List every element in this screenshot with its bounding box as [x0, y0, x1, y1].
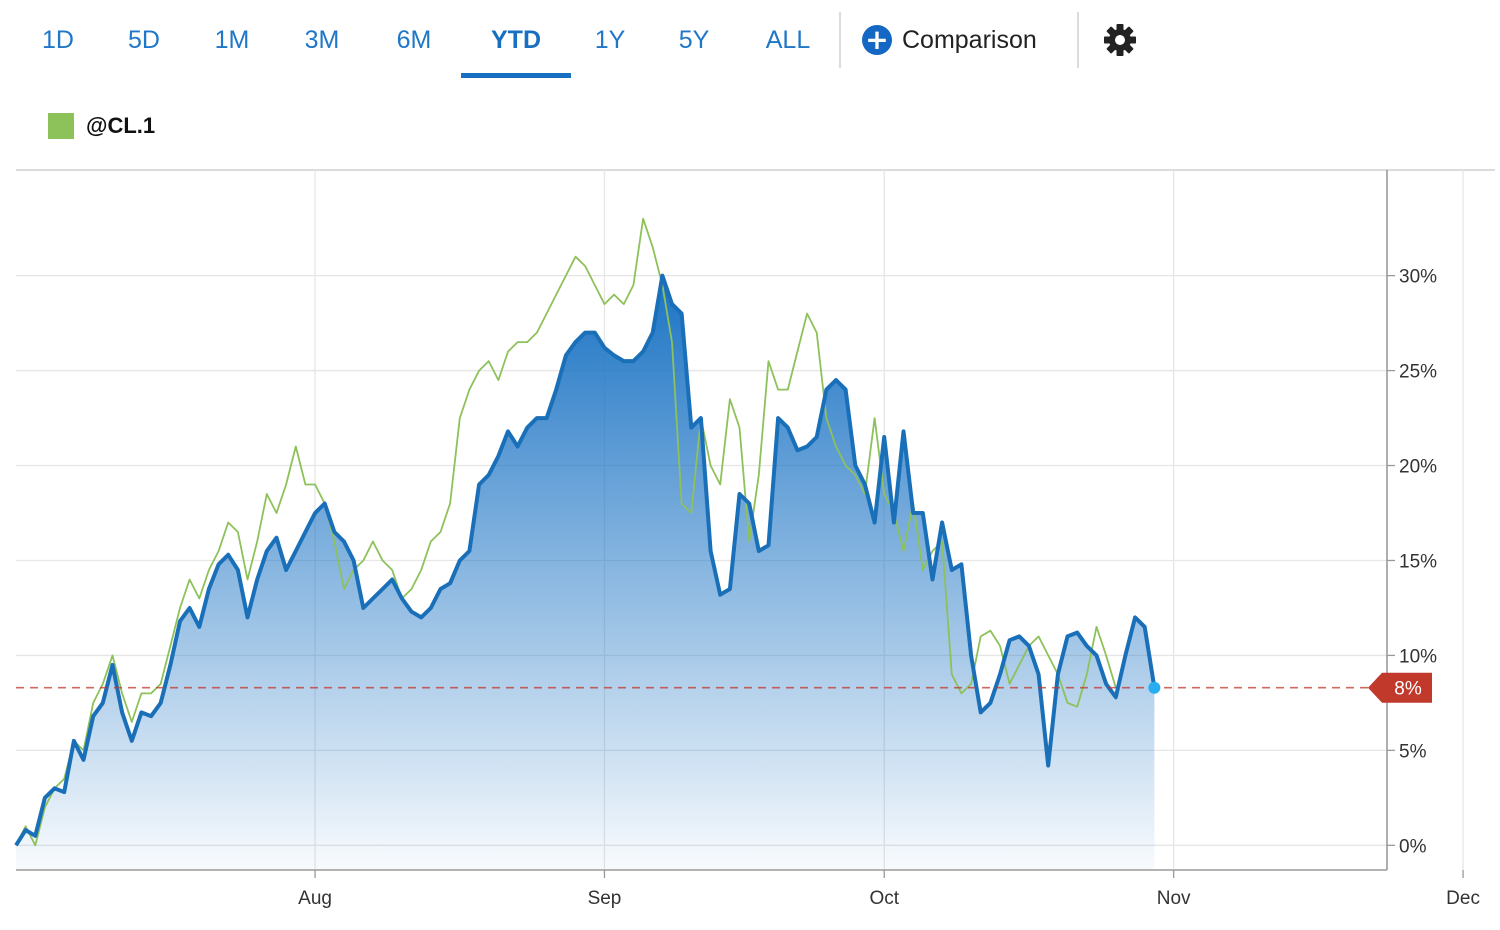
settings-button[interactable] [1100, 20, 1140, 60]
range-tab-1m[interactable]: 1M [214, 26, 250, 54]
y-tick-label: 10% [1399, 646, 1437, 667]
range-tab-5y[interactable]: 5Y [678, 26, 710, 54]
current-value-label: 8% [1394, 679, 1422, 700]
main-series-line [14, 273, 1157, 847]
comparison-label: Comparison [902, 26, 1037, 54]
toolbar-divider [1077, 12, 1079, 68]
gear-icon [1104, 24, 1136, 56]
toolbar-divider [839, 12, 841, 68]
y-tick-label: 25% [1399, 362, 1437, 383]
x-tick-label: Oct [869, 888, 899, 909]
legend-swatch [48, 113, 74, 139]
x-tick-label: Aug [298, 888, 332, 909]
y-tick-label: 20% [1399, 457, 1437, 478]
range-tab-1y[interactable]: 1Y [594, 26, 626, 54]
y-tick-label: 5% [1399, 741, 1427, 762]
active-range-indicator [461, 73, 571, 78]
y-tick-label: 30% [1399, 267, 1437, 288]
range-tab-ytd[interactable]: YTD [491, 26, 541, 54]
x-tick-label: Sep [588, 888, 622, 909]
plus-circle-icon: + [862, 25, 892, 55]
range-toolbar: 1D 5D 1M 3M 6M YTD 1Y 5Y ALL + Compariso… [0, 0, 1500, 80]
range-tab-1d[interactable]: 1D [42, 26, 74, 54]
main-series-area [16, 275, 1155, 871]
range-tab-all[interactable]: ALL [765, 26, 811, 54]
range-tab-5d[interactable]: 5D [128, 26, 160, 54]
current-value-marker [1148, 681, 1161, 694]
y-tick-label: 0% [1399, 836, 1427, 857]
range-tab-3m[interactable]: 3M [304, 26, 340, 54]
range-tab-6m[interactable]: 6M [396, 26, 432, 54]
comparison-series-line [15, 217, 1117, 847]
x-tick-label: Nov [1157, 888, 1191, 909]
legend-label: @CL.1 [86, 113, 156, 138]
x-tick-label: Dec [1446, 888, 1480, 909]
y-tick-label: 15% [1399, 551, 1437, 572]
current-value-badge [1368, 672, 1432, 703]
